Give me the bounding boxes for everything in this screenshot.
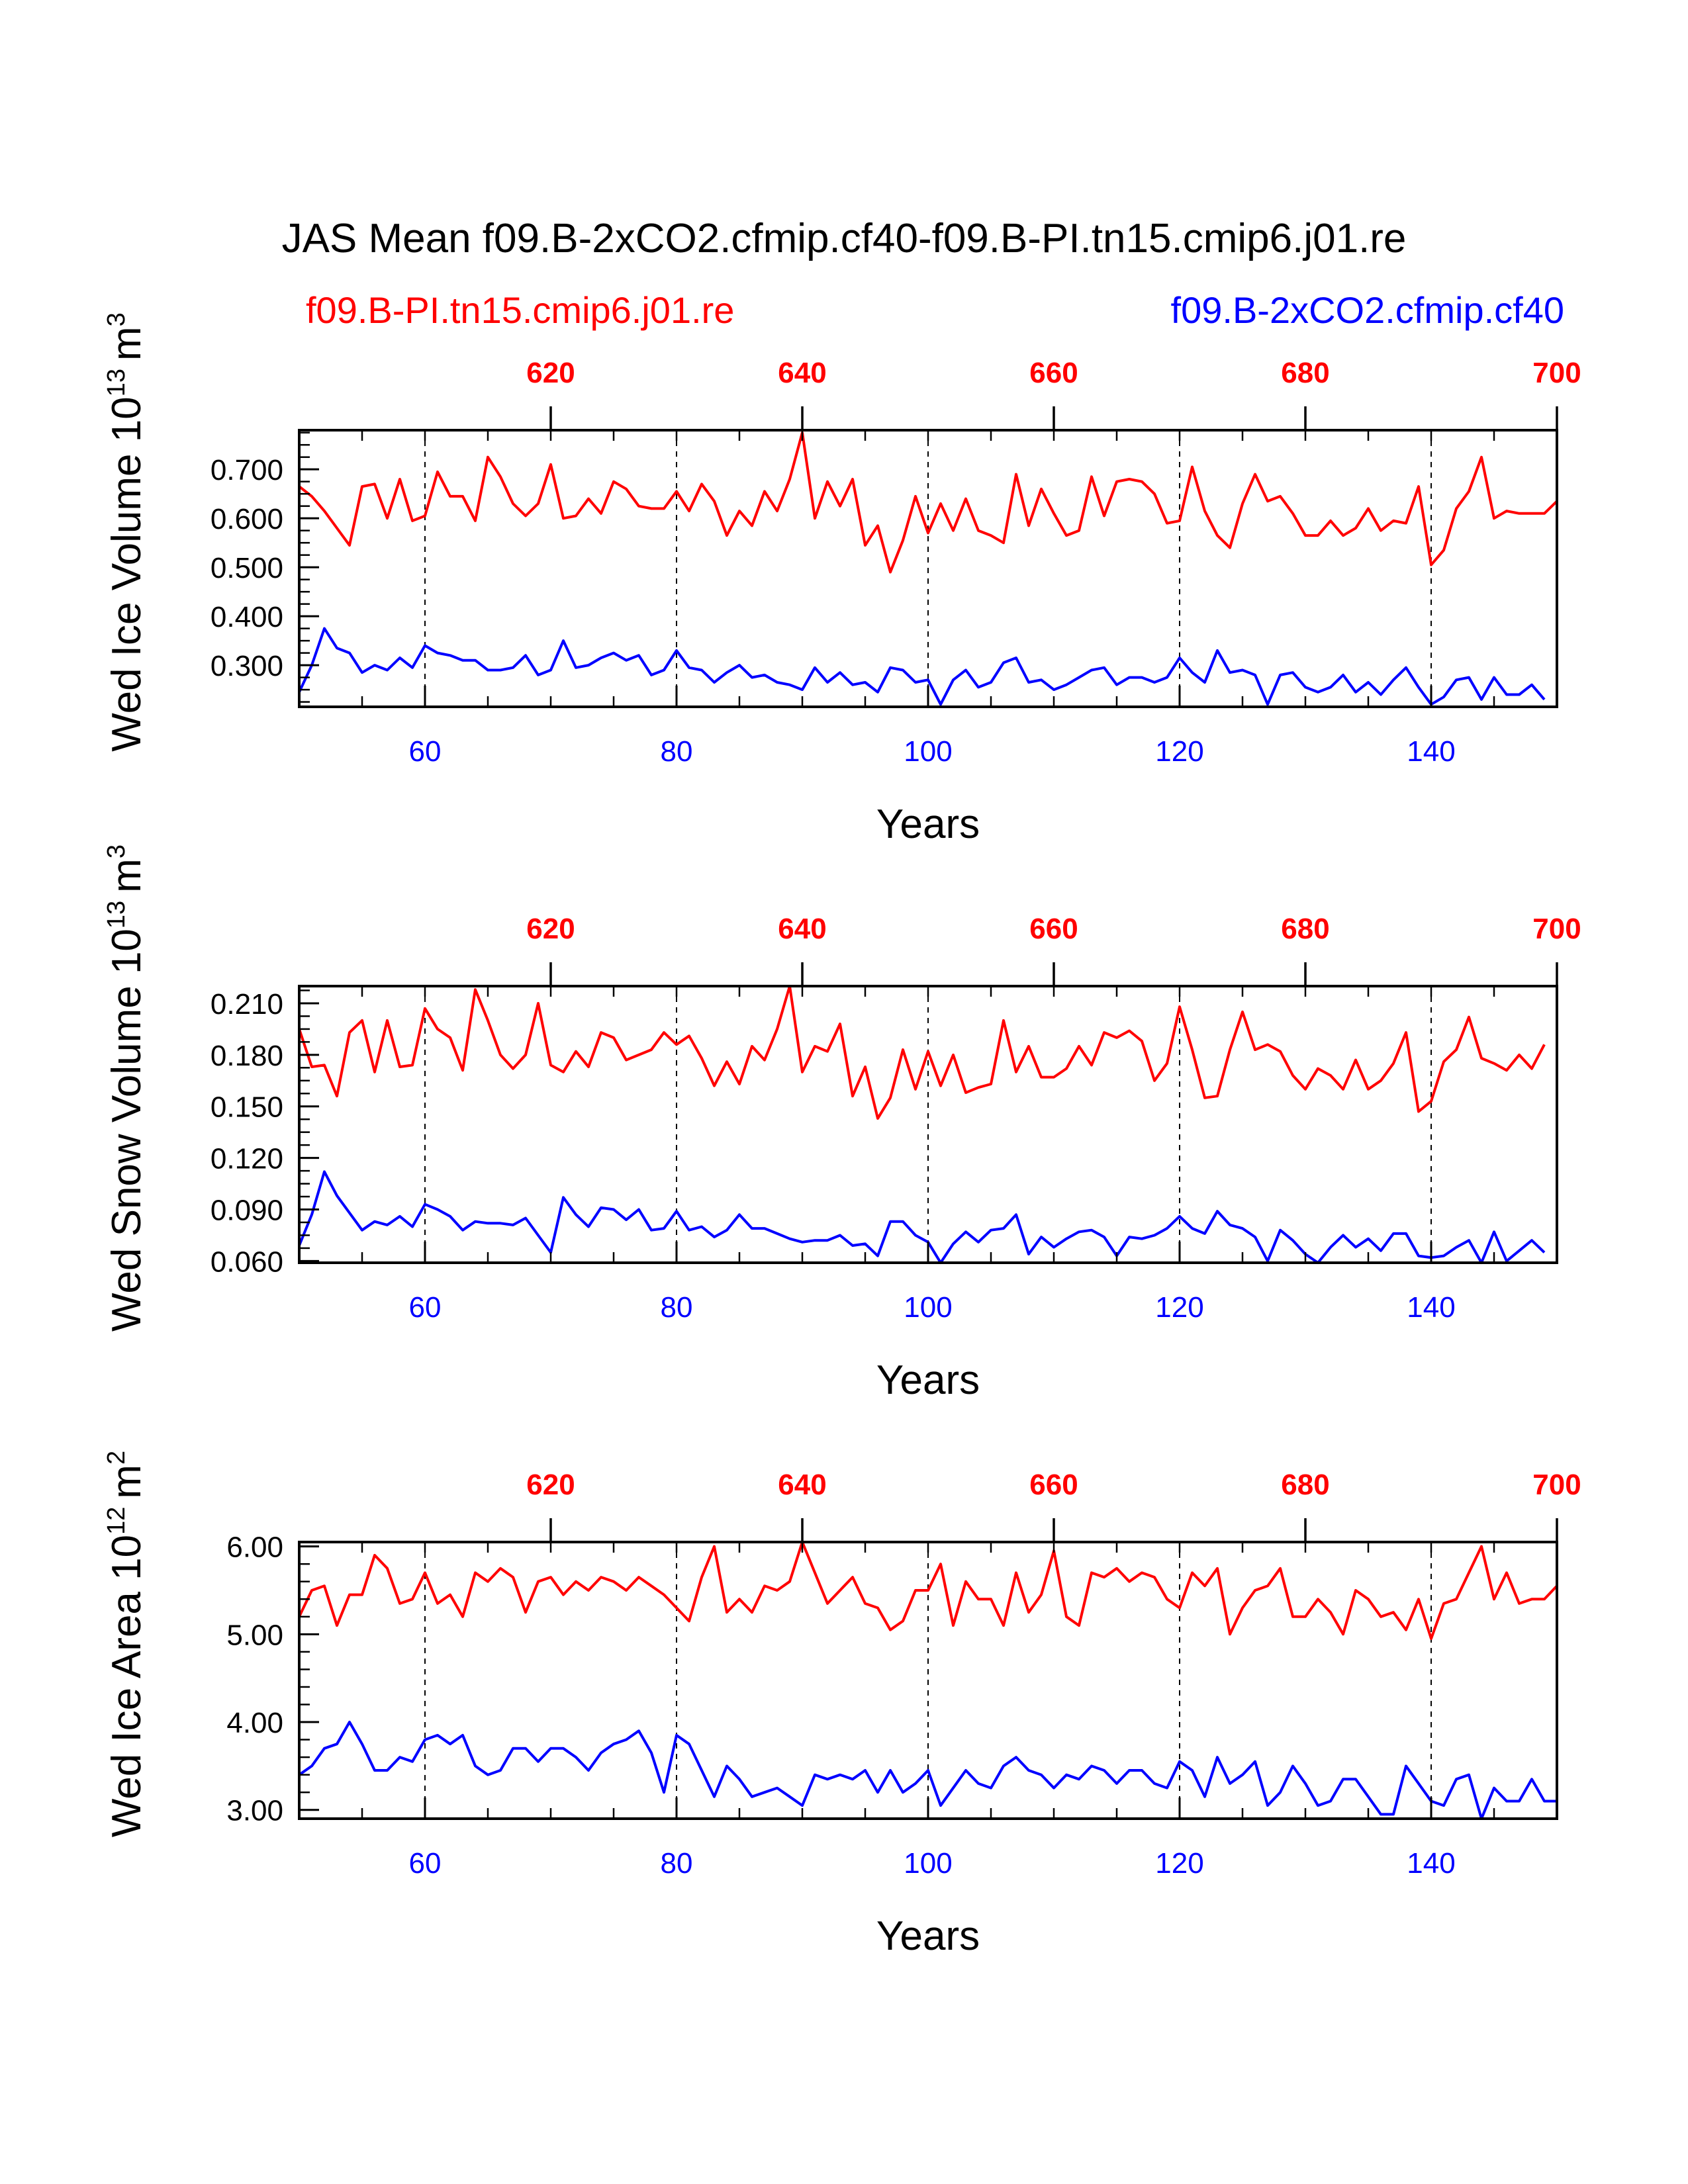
- top-tick-label: 700: [1532, 357, 1581, 389]
- y-tick-label: 4.00: [226, 1707, 283, 1739]
- y-label-exponent: 13: [103, 369, 130, 396]
- series-line-2xco2: [298, 1170, 1546, 1264]
- x-tick-label: 140: [1407, 1291, 1455, 1324]
- y-label-unit: m: [104, 858, 150, 893]
- series-line-pi: [298, 431, 1558, 574]
- y-label-text: Wed Snow Volume 10: [104, 929, 150, 1332]
- y-tick-label: 0.600: [211, 503, 283, 535]
- panel-3: 3.00 4.00 5.00 6.00 60 80 100 120 140 620 640 660 68…: [103, 1451, 1581, 1959]
- panel-1: 0.300 0.400 0.500 0.600 0.700 60 80 100 120 140 62…: [103, 312, 1581, 847]
- y-tick-label: 5.00: [226, 1619, 283, 1651]
- y-label-exponent: 12: [103, 1507, 130, 1535]
- legend-left-label: f09.B-PI.tn15.cmip6.j01.re: [306, 289, 734, 331]
- x-tick-label: 100: [904, 1291, 952, 1324]
- x-axis-label: Years: [876, 1913, 980, 1959]
- y-label-text: Wed Ice Area 10: [104, 1535, 150, 1837]
- top-tick-label: 700: [1532, 1469, 1581, 1501]
- y-tick-label: 0.060: [211, 1246, 283, 1278]
- y-label-unit-exponent: 3: [103, 312, 130, 326]
- y-axis-label: Wed Ice Volume 1013 m3: [103, 312, 150, 752]
- y-tick-label: 3.00: [226, 1795, 283, 1827]
- x-tick-label: 60: [409, 735, 442, 768]
- top-tick-label: 640: [778, 1469, 826, 1501]
- y-tick-label: 0.300: [211, 650, 283, 682]
- series-line-2xco2: [298, 1721, 1557, 1820]
- panels: 0.300 0.400 0.500 0.600 0.700 60 80 100 120 140 62…: [103, 312, 1581, 1959]
- y-tick-label: 0.400: [211, 601, 283, 633]
- x-tick-label: 80: [661, 1847, 693, 1880]
- top-tick-label: 680: [1281, 1469, 1329, 1501]
- y-tick-label: 0.700: [211, 454, 283, 486]
- y-label-unit: m: [104, 326, 150, 361]
- y-tick-label: 0.180: [211, 1040, 283, 1072]
- y-label-unit-exponent: 3: [103, 844, 130, 858]
- panel-2: 0.060 0.090 0.120 0.150 0.180 0.210 60 80 100 120…: [103, 844, 1581, 1403]
- figure-title: JAS Mean f09.B-2xCO2.cfmip.cf40-f09.B-PI…: [282, 216, 1407, 261]
- series-line-2xco2: [298, 627, 1546, 706]
- top-tick-label: 680: [1281, 913, 1329, 945]
- series-line-pi: [298, 1541, 1558, 1640]
- x-tick-label: 80: [661, 735, 693, 768]
- x-tick-label: 140: [1407, 735, 1455, 768]
- x-tick-label: 120: [1155, 735, 1203, 768]
- y-axis-label: Wed Ice Area 1012 m2: [103, 1451, 150, 1837]
- x-tick-label: 60: [409, 1847, 442, 1880]
- top-tick-label: 620: [526, 357, 575, 389]
- y-tick-label: 0.120: [211, 1143, 283, 1175]
- top-tick-label: 680: [1281, 357, 1329, 389]
- y-tick-label: 0.500: [211, 552, 283, 584]
- x-axis-label: Years: [876, 1357, 980, 1403]
- x-tick-label: 80: [661, 1291, 693, 1324]
- top-tick-label: 620: [526, 1469, 575, 1501]
- x-tick-label: 120: [1155, 1291, 1203, 1324]
- x-tick-label: 120: [1155, 1847, 1203, 1880]
- y-label-exponent: 13: [103, 901, 130, 929]
- y-axis-label: Wed Snow Volume 1013 m3: [103, 844, 150, 1332]
- x-tick-label: 100: [904, 1847, 952, 1880]
- top-tick-label: 660: [1029, 1469, 1078, 1501]
- top-tick-label: 660: [1029, 357, 1078, 389]
- legend-right-label: f09.B-2xCO2.cfmip.cf40: [1171, 289, 1564, 331]
- y-tick-label: 6.00: [226, 1531, 283, 1564]
- y-tick-label: 0.150: [211, 1091, 283, 1124]
- top-tick-label: 640: [778, 913, 826, 945]
- y-label-unit-exponent: 2: [103, 1451, 130, 1465]
- top-tick-label: 640: [778, 357, 826, 389]
- series-line-pi: [298, 985, 1546, 1120]
- top-tick-label: 620: [526, 913, 575, 945]
- x-tick-label: 100: [904, 735, 952, 768]
- y-tick-label: 0.210: [211, 988, 283, 1021]
- y-label-text: Wed Ice Volume 10: [104, 396, 150, 752]
- x-axis-label: Years: [876, 801, 980, 847]
- top-tick-label: 700: [1532, 913, 1581, 945]
- y-tick-label: 0.090: [211, 1195, 283, 1227]
- top-tick-label: 660: [1029, 913, 1078, 945]
- x-tick-label: 60: [409, 1291, 442, 1324]
- x-tick-label: 140: [1407, 1847, 1455, 1880]
- y-label-unit: m: [104, 1465, 150, 1499]
